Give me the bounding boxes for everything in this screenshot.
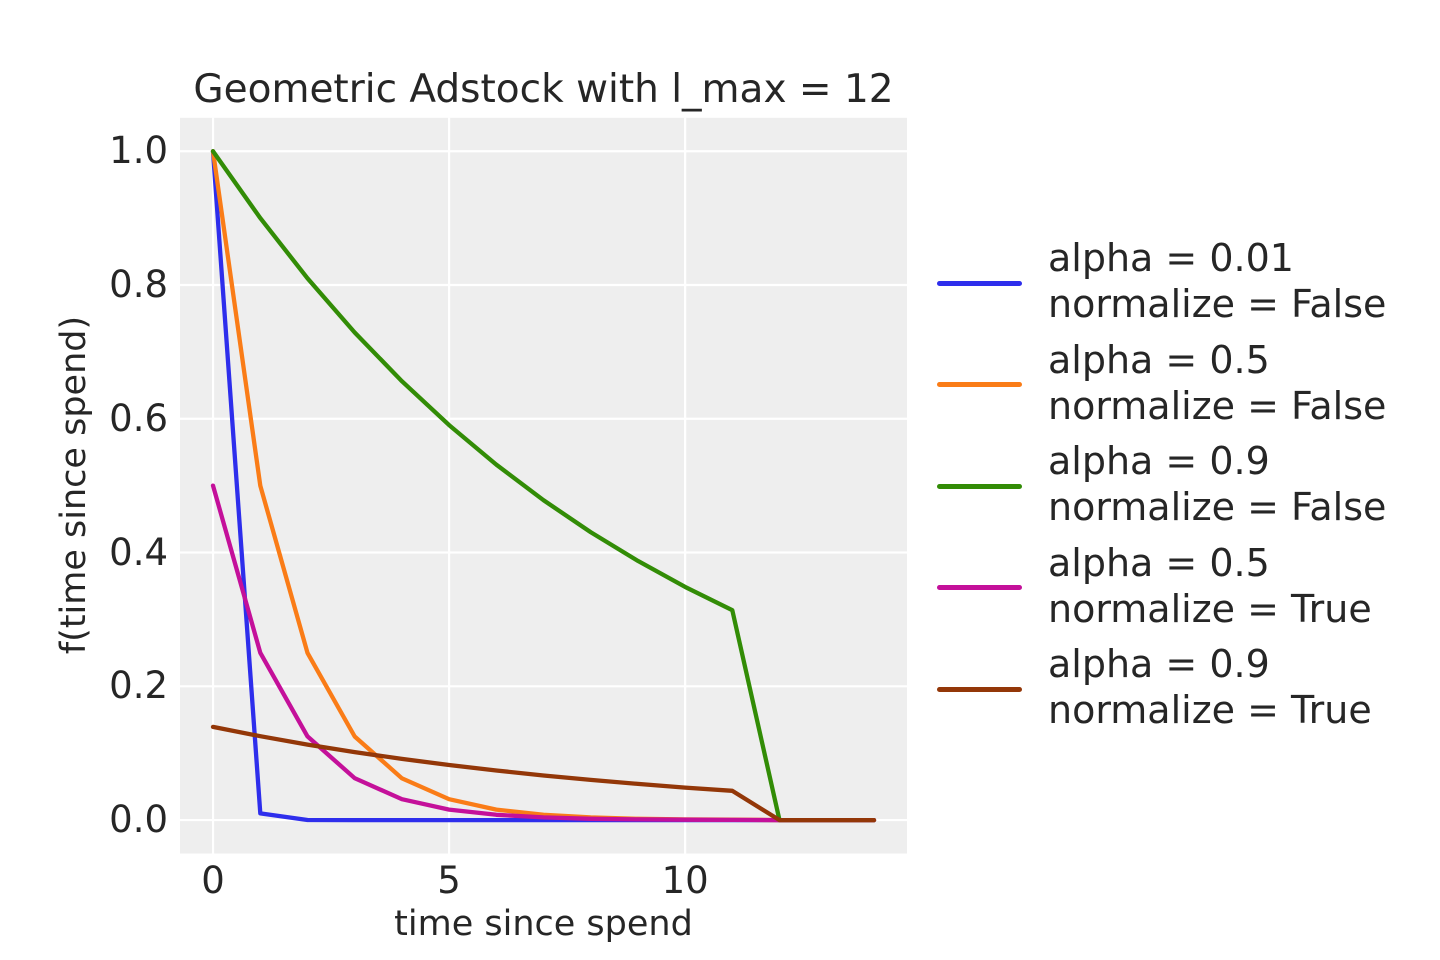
legend-label-line2: normalize = True (1048, 688, 1372, 732)
y-tick-label: 0.6 (109, 396, 168, 440)
y-tick-label: 0.4 (109, 530, 168, 574)
legend-label: alpha = 0.5 normalize = True (1048, 540, 1372, 632)
x-axis-label: time since spend (394, 904, 693, 944)
x-tick-label: 0 (201, 859, 225, 902)
legend-entry: alpha = 0.5 normalize = True (935, 540, 1415, 632)
y-tick-label: 0.8 (109, 263, 168, 306)
legend-swatch-icon (937, 280, 1022, 286)
y-tick-label: 0.2 (109, 664, 168, 708)
legend-entry: alpha = 0.5 normalize = False (935, 337, 1415, 429)
chart-title: Geometric Adstock with l_max = 12 (193, 67, 894, 112)
legend-swatch-icon (937, 585, 1022, 590)
legend-label-line1: alpha = 0.9 (1048, 439, 1270, 483)
legend-label: alpha = 0.9 normalize = True (1048, 641, 1372, 733)
series-line-3 (210, 483, 877, 823)
legend-label: alpha = 0.5 normalize = False (1048, 337, 1386, 429)
legend-swatch-icon (937, 483, 1022, 489)
legend-entry: alpha = 0.9 normalize = False (935, 438, 1415, 530)
x-tick-label: 5 (437, 859, 461, 902)
series-line-2 (210, 149, 877, 823)
legend-label-line2: normalize = False (1048, 282, 1387, 326)
legend-swatch-icon (937, 382, 1022, 387)
legend-label-line2: normalize = False (1048, 383, 1387, 428)
legend-entry: alpha = 0.9 normalize = True (935, 641, 1415, 733)
legend-label-line1: alpha = 0.9 (1048, 642, 1270, 686)
legend-swatch-icon (937, 686, 1022, 692)
x-tick-label: 10 (661, 859, 709, 902)
legend-label: alpha = 0.01 normalize = False (1048, 235, 1386, 327)
y-tick-label: 0.0 (109, 798, 168, 842)
legend-label-line2: normalize = True (1048, 586, 1372, 631)
axes-background (180, 117, 907, 854)
series-line-4 (210, 724, 877, 823)
legend-label-line1: alpha = 0.5 (1048, 540, 1270, 585)
legend-label-line1: alpha = 0.5 (1048, 337, 1270, 382)
legend-label-line2: normalize = False (1048, 485, 1387, 529)
y-tick-label: 1.0 (109, 129, 168, 173)
legend-label: alpha = 0.9 normalize = False (1048, 438, 1386, 530)
legend-entry: alpha = 0.01 normalize = False (935, 235, 1415, 327)
legend-label-line1: alpha = 0.01 (1048, 236, 1294, 280)
